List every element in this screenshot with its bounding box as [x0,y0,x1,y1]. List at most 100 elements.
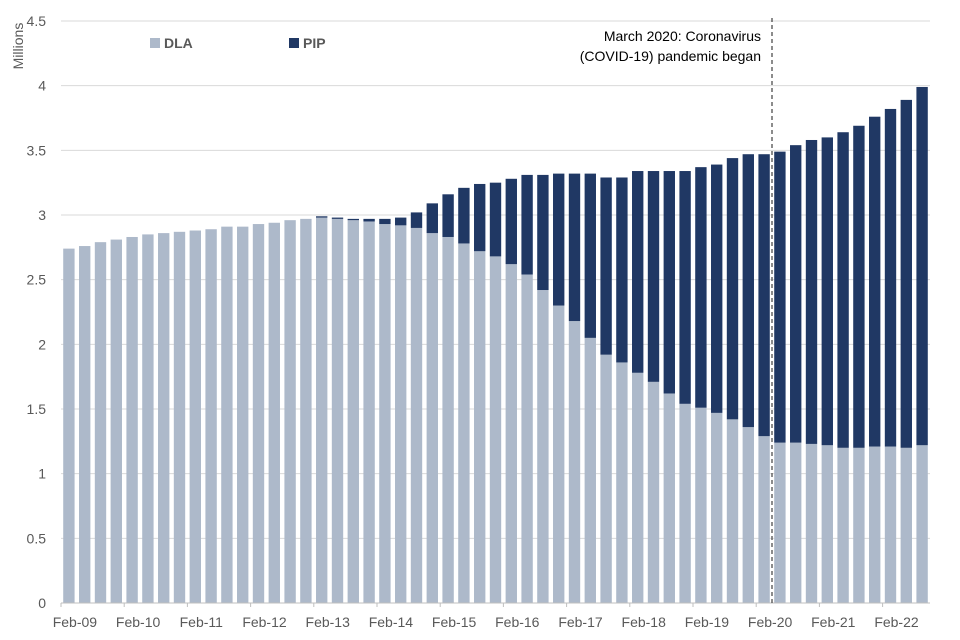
bar-dla [790,442,802,603]
bar-dla [695,407,707,603]
bar-dla [600,354,612,603]
bar-dla [805,443,818,603]
bar-dla [268,222,280,603]
bar-pip [458,187,470,244]
bar-dla [884,446,897,603]
bar-dla [774,442,786,603]
legend-swatch [150,38,160,48]
y-tick-label: 3.5 [27,142,47,158]
bar-dla [316,217,328,603]
bar-dla [300,218,312,603]
bar-pip [316,216,328,218]
bar-pip [568,173,581,322]
bar-dla [331,218,344,603]
bar-dla [126,236,138,603]
bar-pip [726,158,739,420]
bar-pip [537,174,549,291]
bar-dla [158,233,170,603]
bar-pip [600,177,612,355]
x-tick-label: Feb-22 [874,614,919,630]
bar-pip [695,167,707,408]
bar-pip [616,177,628,363]
bar-dla [189,230,201,603]
y-tick-label: 0.5 [27,530,47,546]
bar-dla [869,446,881,603]
bar-pip [774,151,786,443]
x-tick-label: Feb-21 [811,614,856,630]
bar-dla [853,447,865,603]
bar-dla [442,236,454,603]
bar-dla [426,233,438,603]
bar-pip [790,145,802,443]
bar-dla [395,225,407,603]
bar-dla [474,251,486,604]
bar-pip [426,203,438,234]
bar-pip [821,137,833,446]
bar-pip [647,171,660,382]
y-tick-label: 2 [38,336,46,352]
y-tick-label: 2.5 [27,272,47,288]
bar-dla [537,290,549,603]
bar-pip [553,173,565,306]
bar-dla [489,256,502,603]
bar-dla [142,234,154,603]
bar-dla [568,321,581,603]
bar-pip [916,86,928,446]
legend-swatch [289,38,299,48]
x-tick-label: Feb-09 [53,614,98,630]
bar-pip [474,183,486,252]
bar-dla [584,337,596,603]
bar-dla [347,220,359,603]
bar-pip [663,171,675,394]
bar-dla [237,226,249,603]
bar-pip [489,182,502,257]
bar-pip [505,178,517,265]
bar-dla [363,221,375,603]
bar-dla [521,274,533,603]
y-tick-label: 3 [38,207,46,223]
bar-pip [711,164,723,413]
bar-dla [837,447,849,603]
bar-dla [726,419,739,603]
bar-pip [442,194,454,237]
bar-dla [252,224,265,603]
bar-pip [869,116,881,447]
x-axis-ticks: Feb-09 Feb-10 Feb-11 Feb-12 Feb-13 Feb-14 Feb-… [53,603,919,630]
bar-pip [805,139,818,444]
legend-label: PIP [303,35,326,51]
bar-pip [521,174,533,275]
bar-dla [711,412,723,603]
bar-pip [395,217,407,226]
x-tick-label: Feb-20 [748,614,793,630]
bar-dla [458,243,470,603]
x-tick-label: Feb-11 [180,614,224,630]
y-tick-label: 0 [38,595,46,611]
bar-dla [379,224,391,603]
bar-dla [221,226,233,603]
bar-pip [679,171,691,404]
bar-dla [110,239,122,603]
bar-dla [647,381,660,603]
bar-dla [410,227,423,603]
bar-dla [821,445,833,603]
annotation-text: March 2020: Coronavirus [604,28,761,44]
bar-dla [205,229,217,603]
bar-dla [679,403,691,603]
bar-pip [331,217,344,219]
bar-pip [900,99,912,448]
bar-dla [94,242,107,603]
bar-dla [758,436,770,603]
annotation-text: (COVID-19) pandemic began [580,48,761,64]
x-tick-label: Feb-13 [306,614,351,630]
x-tick-label: Feb-16 [495,614,540,630]
bar-pip [632,171,644,373]
bar-dla [79,246,91,604]
bar-dla [553,305,565,603]
bar-dla [900,447,912,603]
y-tick-label: 4.5 [27,13,47,29]
legend: DLA PIP [150,35,326,51]
x-tick-label: Feb-19 [685,614,730,630]
x-tick-label: Feb-10 [116,614,161,630]
bar-dla [632,372,644,603]
